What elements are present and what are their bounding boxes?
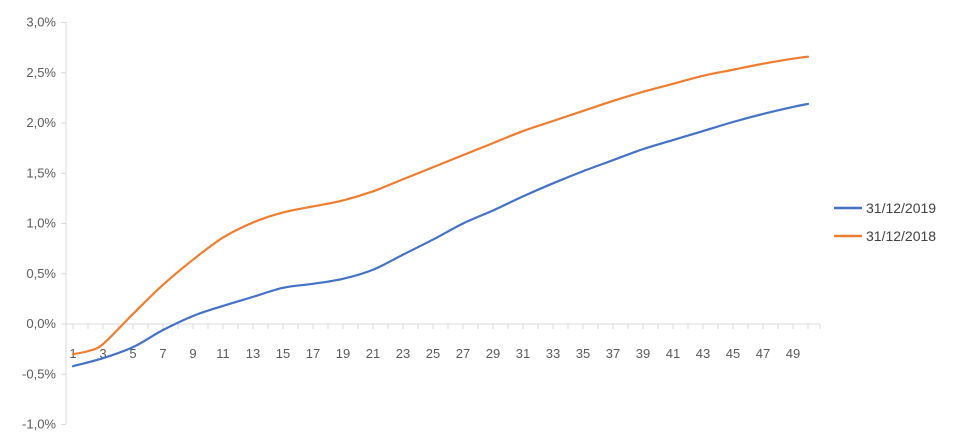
x-axis: 1 3 5 7 9 11 13 15 17 19 21 23 25 27 29 31 33 35 37 39 41 43 4… bbox=[66, 323, 821, 361]
x-tick-label: 23 bbox=[396, 346, 410, 361]
x-tick-label: 29 bbox=[486, 346, 500, 361]
series-line-1 bbox=[71, 102, 810, 368]
x-tick-label: 31 bbox=[516, 346, 530, 361]
x-tick-label: 33 bbox=[546, 346, 560, 361]
y-tick-label: -0,5% bbox=[22, 366, 56, 381]
x-tick-label: 21 bbox=[366, 346, 380, 361]
y-tick-label: -1,0% bbox=[22, 417, 56, 432]
x-tick-label: 15 bbox=[276, 346, 290, 361]
x-tick-label: 47 bbox=[756, 346, 770, 361]
legend-label-1: 31/12/2019 bbox=[866, 200, 936, 216]
x-tick-label: 43 bbox=[696, 346, 710, 361]
x-tick-label: 35 bbox=[576, 346, 590, 361]
x-tick-label: 19 bbox=[336, 346, 350, 361]
x-tick-label: 11 bbox=[216, 346, 230, 361]
x-tick-label: 37 bbox=[606, 346, 620, 361]
x-tick-label: 5 bbox=[129, 346, 136, 361]
x-tick-label: 25 bbox=[426, 346, 440, 361]
x-tick-label: 39 bbox=[636, 346, 650, 361]
y-tick-label: 2,5% bbox=[26, 65, 56, 80]
legend-label-2: 31/12/2018 bbox=[866, 228, 936, 244]
x-tick-label: 41 bbox=[666, 346, 680, 361]
x-tick-label: 9 bbox=[189, 346, 196, 361]
y-tick-label: 2,0% bbox=[26, 115, 56, 130]
y-tick-label: 1,5% bbox=[26, 165, 56, 180]
x-tick-label: 3 bbox=[99, 346, 106, 361]
x-tick-label: 45 bbox=[726, 346, 740, 361]
x-tick-label: 27 bbox=[456, 346, 470, 361]
y-tick-label: 0,0% bbox=[26, 316, 56, 331]
legend: 31/12/2019 31/12/2018 bbox=[834, 200, 936, 244]
y-tick-label: 0,5% bbox=[26, 266, 56, 281]
y-axis: -1,0% -0,5% 0,0% 0,5% 1,0% 1,5% 2,0% 2,5% 3,0% bbox=[22, 15, 67, 432]
series-line-2 bbox=[71, 55, 810, 356]
y-tick-label: 3,0% bbox=[26, 15, 56, 30]
x-tick-label: 13 bbox=[246, 346, 260, 361]
series-layer bbox=[71, 55, 810, 368]
x-tick-label: 17 bbox=[306, 346, 320, 361]
y-tick-label: 1,0% bbox=[26, 216, 56, 231]
x-tick-label: 7 bbox=[159, 346, 166, 361]
x-tick-label: 49 bbox=[786, 346, 800, 361]
